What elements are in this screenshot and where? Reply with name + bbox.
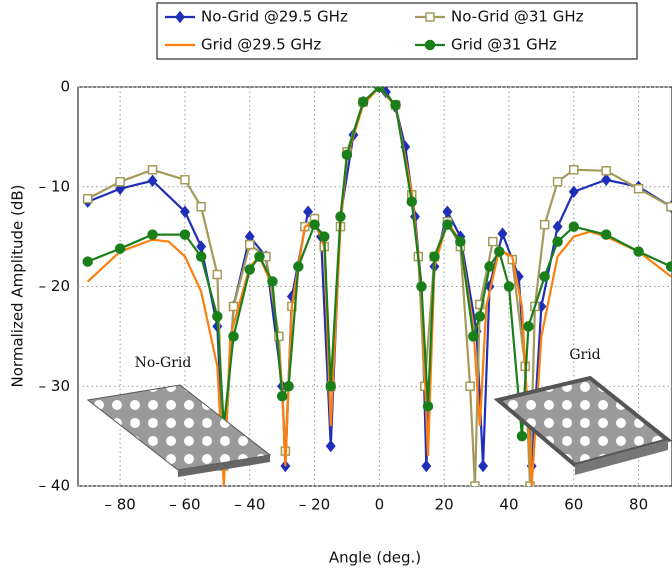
marker: [84, 195, 92, 203]
marker: [570, 166, 578, 174]
marker: [180, 230, 189, 239]
y-axis-label: Normalized Amplitude (dB): [9, 185, 27, 388]
marker: [667, 203, 672, 211]
marker: [471, 482, 479, 490]
marker: [149, 166, 157, 174]
marker: [475, 312, 484, 321]
x-tick-label: 80: [629, 496, 648, 514]
marker: [116, 178, 124, 186]
marker: [602, 230, 611, 239]
marker: [443, 220, 452, 229]
legend-label: Grid @29.5 GHz: [201, 36, 321, 54]
marker: [430, 252, 439, 261]
marker: [423, 402, 432, 411]
x-tick-label: – 60: [169, 496, 200, 514]
marker: [213, 312, 222, 321]
y-tick-label: – 10: [39, 177, 70, 195]
marker: [602, 175, 610, 185]
marker: [230, 302, 238, 310]
marker: [197, 203, 205, 211]
marker: [485, 262, 494, 271]
marker: [426, 41, 435, 50]
annotation: Grid: [569, 347, 600, 363]
marker: [294, 262, 303, 271]
marker: [245, 265, 254, 274]
x-tick-label: – 40: [234, 496, 265, 514]
x-tick-label: 20: [435, 496, 454, 514]
marker: [391, 100, 400, 109]
marker: [540, 272, 549, 281]
x-tick-label: – 20: [299, 496, 330, 514]
marker: [336, 212, 345, 221]
annotation: No-Grid: [135, 355, 192, 371]
marker: [498, 229, 506, 239]
x-tick-label: 40: [499, 496, 518, 514]
marker: [342, 150, 351, 159]
x-axis-label: Angle (deg.): [329, 549, 421, 567]
legend-label: No-Grid @29.5 GHz: [201, 8, 348, 26]
marker: [541, 221, 549, 229]
marker: [569, 222, 578, 231]
marker: [327, 441, 335, 451]
marker: [667, 262, 672, 271]
y-tick-label: – 20: [39, 277, 70, 295]
marker: [255, 252, 264, 261]
marker: [602, 167, 610, 175]
marker: [116, 244, 125, 253]
marker: [320, 232, 329, 241]
marker: [326, 382, 335, 391]
marker: [181, 176, 189, 184]
marker: [407, 197, 416, 206]
marker: [359, 97, 368, 106]
marker: [375, 83, 384, 92]
marker: [469, 332, 478, 341]
marker: [284, 382, 293, 391]
marker: [634, 247, 643, 256]
marker: [310, 220, 319, 229]
marker: [422, 461, 430, 471]
legend-label: No-Grid @31 GHz: [451, 8, 584, 26]
marker: [417, 282, 426, 291]
marker: [479, 461, 487, 471]
marker: [278, 392, 287, 401]
y-tick-label: – 40: [39, 477, 70, 495]
legend-label: Grid @31 GHz: [451, 36, 557, 54]
marker: [554, 178, 562, 186]
marker: [553, 237, 562, 246]
marker: [83, 257, 92, 266]
marker: [229, 332, 238, 341]
x-tick-label: 60: [564, 496, 583, 514]
marker: [517, 432, 526, 441]
marker: [148, 230, 157, 239]
marker: [466, 382, 474, 390]
inset-no-grid: No-Grid: [88, 355, 270, 477]
marker: [635, 185, 643, 193]
marker: [268, 277, 277, 286]
marker: [495, 247, 504, 256]
y-tick-label: – 30: [39, 377, 70, 395]
marker: [246, 241, 254, 249]
x-tick-label: 0: [375, 496, 385, 514]
marker: [504, 282, 513, 291]
marker: [213, 271, 221, 279]
x-tick-label: – 80: [104, 496, 135, 514]
marker: [489, 238, 497, 246]
marker: [197, 252, 206, 261]
y-tick-label: 0: [60, 78, 70, 96]
marker: [524, 322, 533, 331]
marker: [426, 13, 434, 21]
marker: [456, 237, 465, 246]
